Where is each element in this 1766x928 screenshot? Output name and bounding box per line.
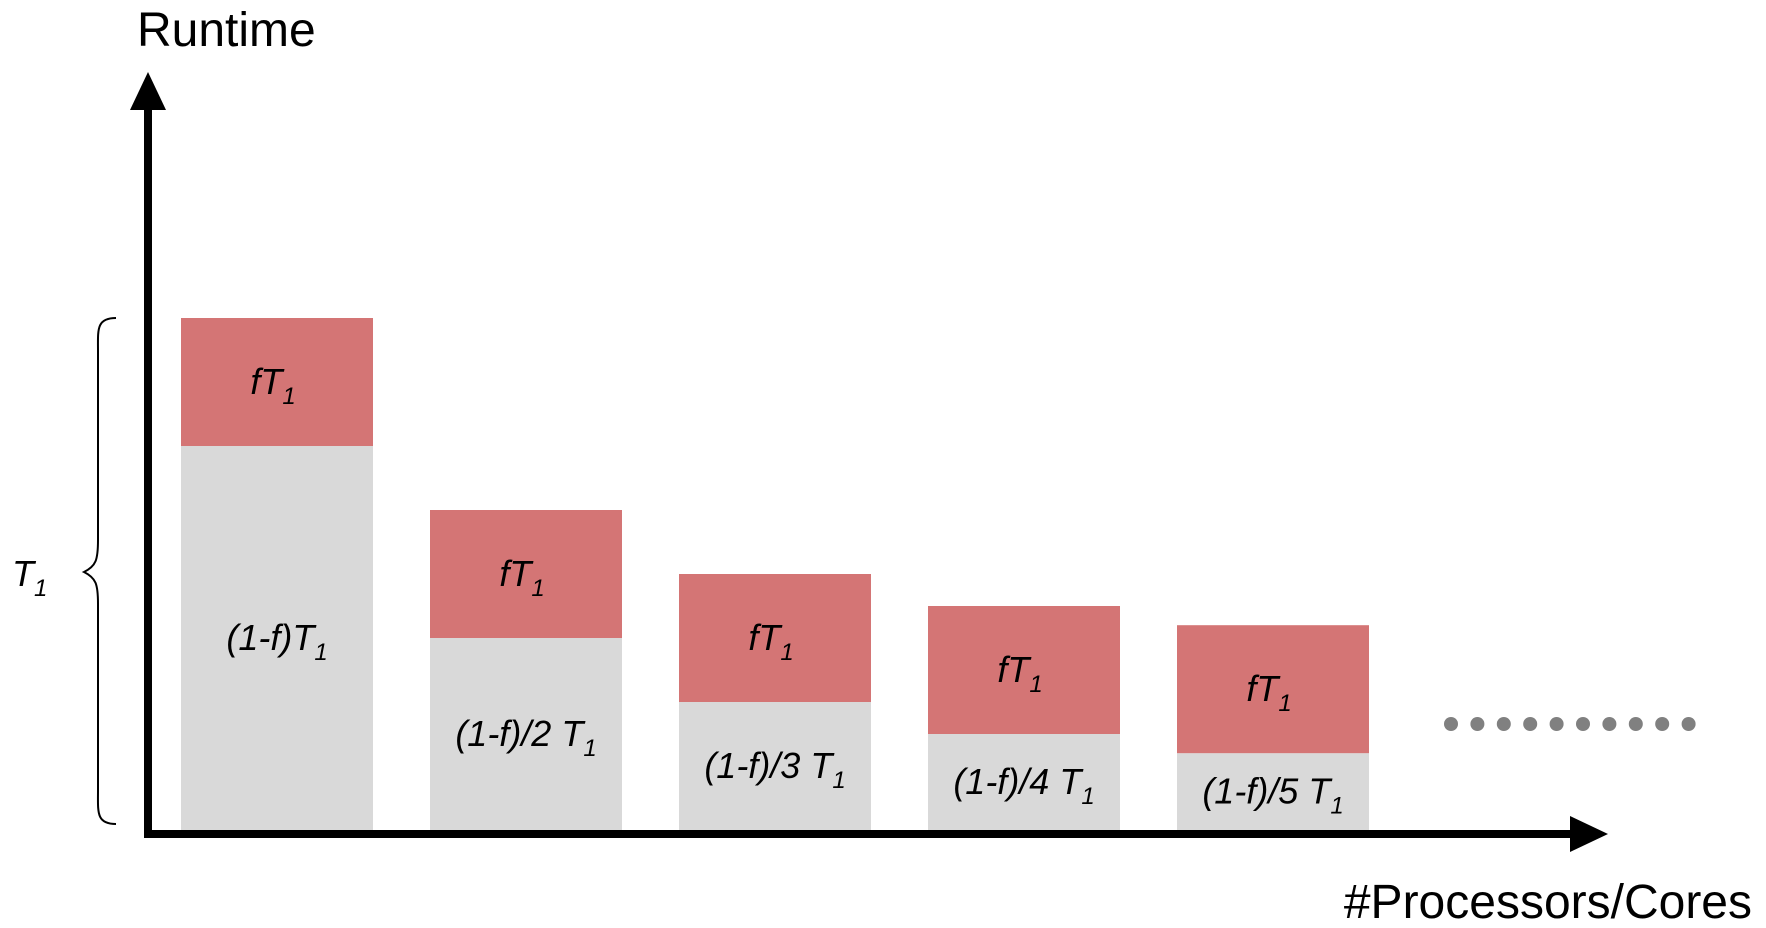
continuation-dots [1444, 717, 1696, 731]
bar-5: fT1 (1-f)/5 T1 [1177, 625, 1369, 830]
parallel-label-4: (1-f)/4 T1 [953, 761, 1094, 810]
bars-group: fT1 (1-f)T1 fT1 (1-f)/2 T1 fT1 (1-f)/3 T1 fT1 (… [181, 318, 1369, 830]
parallel-segment-1 [181, 446, 373, 830]
serial-label-3: fT1 [748, 617, 793, 666]
serial-segment-2 [430, 510, 622, 638]
continuation-dot [1576, 717, 1590, 731]
parallel-segment-5 [1177, 753, 1369, 830]
parallel-label-2: (1-f)/2 T1 [455, 713, 596, 762]
continuation-dot [1523, 717, 1538, 731]
parallel-segment-4 [928, 734, 1120, 830]
serial-segment-4 [928, 606, 1120, 734]
serial-label-4: fT1 [997, 649, 1042, 698]
t1-brace [81, 317, 117, 825]
bar-1: fT1 (1-f)T1 [181, 318, 373, 830]
continuation-dot [1628, 717, 1643, 731]
parallel-label-5: (1-f)/5 T1 [1202, 771, 1343, 820]
continuation-dot [1470, 717, 1485, 731]
x-axis-label: #Processors/Cores [1344, 876, 1752, 923]
bar-4: fT1 (1-f)/4 T1 [928, 606, 1120, 830]
y-axis-arrowhead [130, 72, 166, 110]
parallel-segment-3 [679, 702, 871, 830]
y-axis-label: Runtime [137, 4, 316, 57]
serial-segment-1 [181, 318, 373, 446]
continuation-dot [1444, 717, 1458, 731]
bar-2: fT1 (1-f)/2 T1 [430, 510, 622, 830]
parallel-label-1: (1-f)T1 [226, 617, 327, 666]
serial-label-1: fT1 [250, 361, 295, 410]
continuation-dot [1655, 717, 1670, 731]
continuation-dot [1549, 717, 1564, 731]
x-axis-arrowhead [1570, 816, 1608, 852]
continuation-dot [1602, 717, 1617, 731]
parallel-segment-2 [430, 638, 622, 830]
continuation-dot [1496, 717, 1511, 731]
t1-brace-label: T1 [12, 553, 47, 602]
serial-segment-3 [679, 574, 871, 702]
serial-label-2: fT1 [499, 553, 544, 602]
parallel-label-3: (1-f)/3 T1 [704, 745, 845, 794]
serial-segment-5 [1177, 625, 1369, 754]
continuation-dot [1681, 717, 1696, 731]
bar-3: fT1 (1-f)/3 T1 [679, 574, 871, 830]
serial-label-5: fT1 [1246, 668, 1291, 717]
